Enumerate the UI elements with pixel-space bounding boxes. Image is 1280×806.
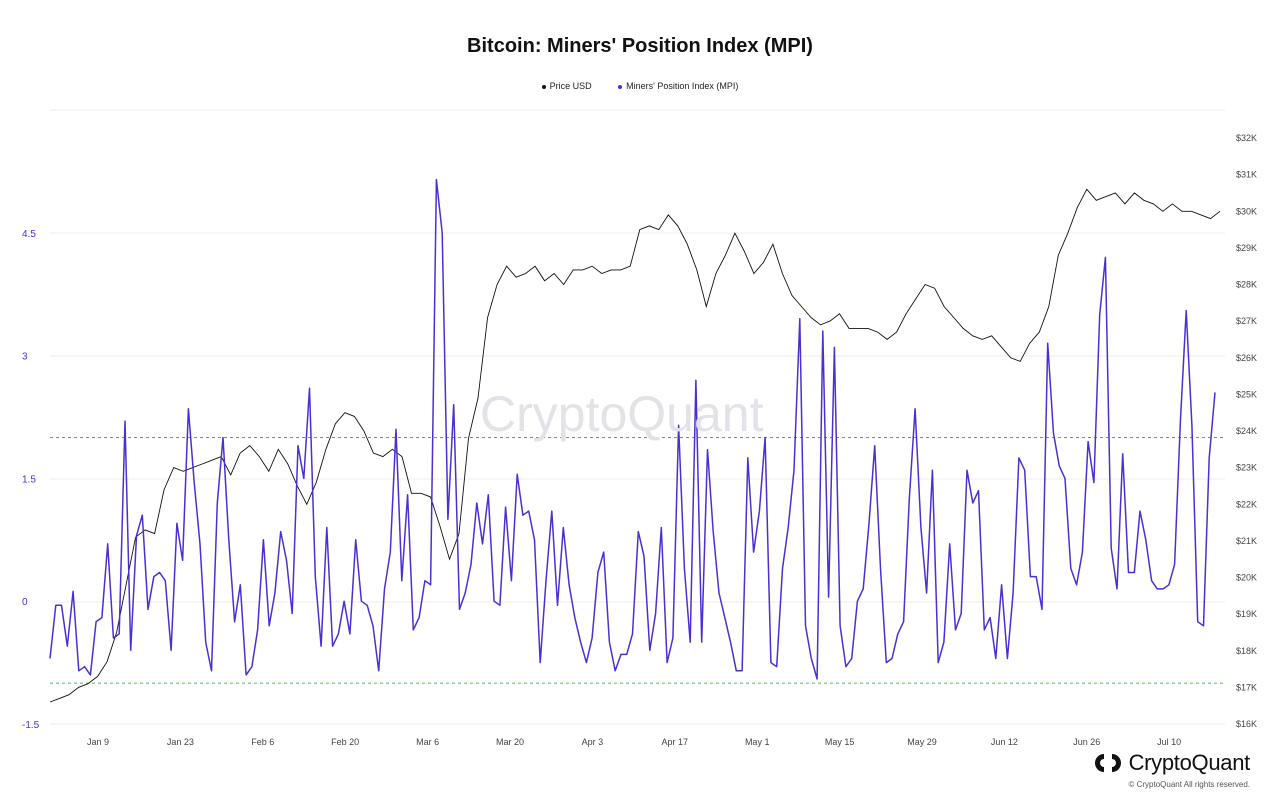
y-right-tick-label: $23K <box>1236 463 1257 473</box>
y-left-tick-label: 3 <box>22 352 28 363</box>
y-right-tick-label: $26K <box>1236 353 1257 363</box>
y-right-tick-label: $28K <box>1236 280 1257 290</box>
x-tick-label: Jun 12 <box>991 737 1018 747</box>
legend-dot-price <box>541 84 546 89</box>
x-tick-label: Jan 9 <box>87 737 109 747</box>
x-tick-label: Jun 26 <box>1073 737 1100 747</box>
y-right-tick-label: $21K <box>1236 536 1257 546</box>
y-left-tick-label: 4.5 <box>22 229 36 240</box>
x-tick-label: Jan 23 <box>167 737 194 747</box>
x-tick-label: May 1 <box>745 737 770 747</box>
cryptoquant-logo-icon <box>1094 754 1121 772</box>
x-tick-label: Mar 6 <box>416 737 439 747</box>
price-usd-line <box>49 188 1221 703</box>
y-axis-right: $32K $31K $30K $29K $28K $27K $26K $25K $24K $23K… <box>1236 133 1257 729</box>
y-right-tick-label: $20K <box>1236 573 1257 583</box>
y-left-tick-label: 0 <box>22 597 28 608</box>
series-lines <box>49 178 1221 703</box>
y-right-tick-label: $27K <box>1236 316 1257 326</box>
legend-label-price: Price USD <box>549 81 592 91</box>
x-tick-label: May 15 <box>825 737 855 747</box>
x-tick-label: Jul 10 <box>1157 737 1181 747</box>
y-left-tick-label: -1.5 <box>22 720 40 731</box>
legend-label-mpi: Miners' Position Index (MPI) <box>626 81 739 91</box>
y-right-tick-label: $32K <box>1236 133 1257 143</box>
y-right-tick-label: $24K <box>1236 426 1257 436</box>
y-right-tick-label: $18K <box>1236 646 1257 656</box>
brand-name: CryptoQuant <box>1128 750 1251 775</box>
brand-logo: CryptoQuant <box>1093 750 1250 776</box>
x-tick-label: Feb 6 <box>251 737 274 747</box>
y-right-tick-label: $19K <box>1236 609 1257 619</box>
legend-item-price[interactable]: Price USD <box>541 81 592 91</box>
mpi-line <box>49 178 1216 680</box>
legend[interactable]: Price USD Miners' Position Index (MPI) <box>0 81 1280 91</box>
y-axis-left: 4.5 3 1.5 0 -1.5 <box>22 229 40 731</box>
y-right-tick-label: $29K <box>1236 243 1257 253</box>
y-right-tick-label: $22K <box>1236 499 1257 509</box>
chart-title: Bitcoin: Miners' Position Index (MPI) <box>467 35 813 57</box>
legend-dot-mpi <box>618 84 623 89</box>
y-right-tick-label: $25K <box>1236 389 1257 399</box>
x-axis: Jan 9 Jan 23 Feb 6 Feb 20 Mar 6 Mar 20 Apr 3 Ap… <box>87 737 1181 747</box>
copyright: © CryptoQuant All rights reserved. <box>1128 780 1251 789</box>
x-tick-label: May 29 <box>907 737 937 747</box>
x-tick-label: Mar 20 <box>496 737 524 747</box>
y-right-tick-label: $30K <box>1236 206 1257 216</box>
y-right-tick-label: $17K <box>1236 682 1257 692</box>
reference-lines <box>50 436 1225 684</box>
legend-item-mpi[interactable]: Miners' Position Index (MPI) <box>618 81 738 91</box>
y-right-tick-label: $16K <box>1236 719 1257 729</box>
x-tick-label: Apr 3 <box>582 737 604 747</box>
y-right-tick-label: $31K <box>1236 170 1257 180</box>
y-left-tick-label: 1.5 <box>22 474 36 485</box>
x-tick-label: Feb 20 <box>331 737 359 747</box>
x-tick-label: Apr 17 <box>662 737 689 747</box>
gridlines <box>50 109 1225 725</box>
